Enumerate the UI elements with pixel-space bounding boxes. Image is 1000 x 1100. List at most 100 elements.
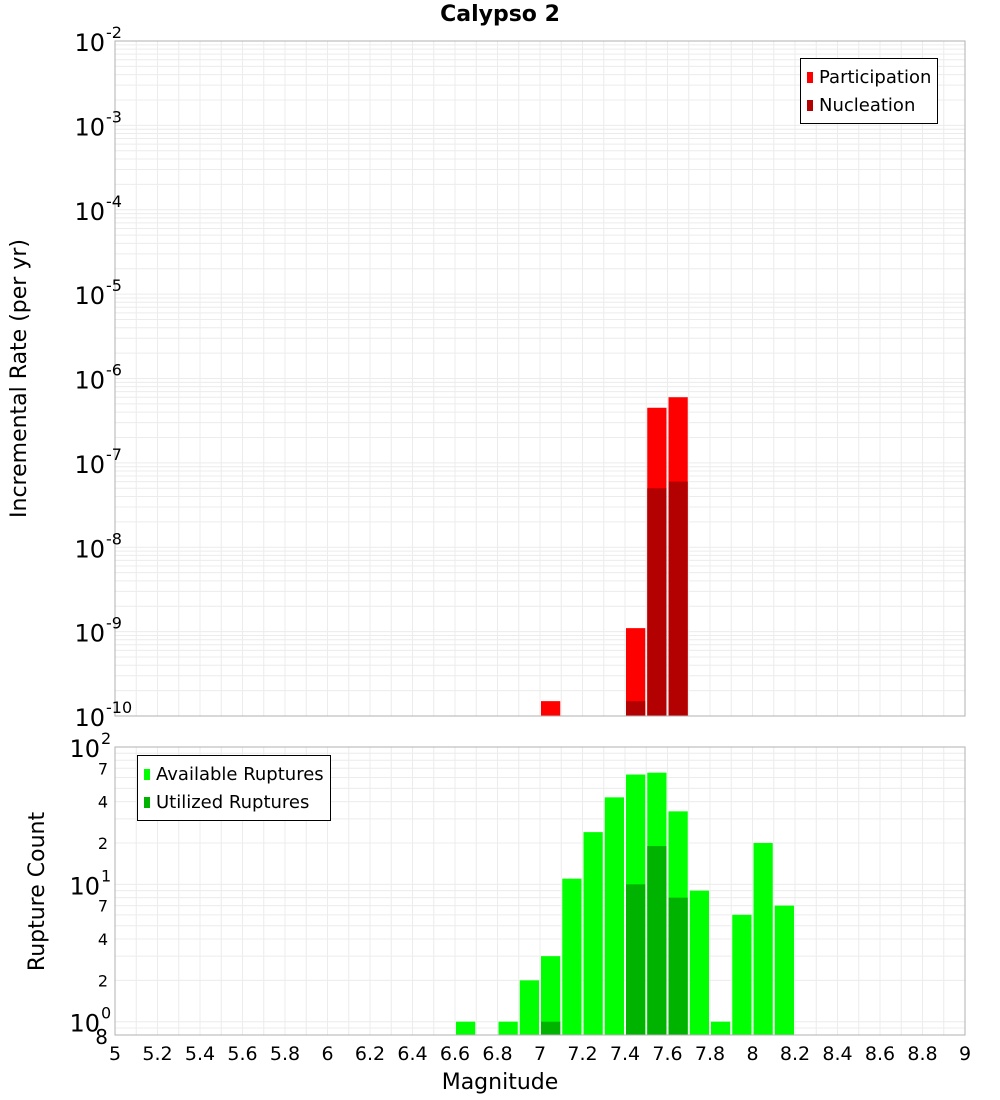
- chart-title: Calypso 2: [440, 2, 560, 27]
- legend-label-participation: Participation: [819, 66, 932, 88]
- y-minor-tick-label: 8: [95, 1025, 108, 1049]
- y-tick-label-base: 10: [74, 198, 105, 226]
- nucleation-series: [626, 481, 688, 716]
- top-y-axis-label: Incremental Rate (per yr): [6, 239, 32, 518]
- y-tick-label: 10 -5: [74, 276, 122, 310]
- y-minor-tick-label: 4: [98, 930, 108, 949]
- y-tick-label-exponent: 0: [101, 1004, 111, 1023]
- utilized-bar: [626, 884, 646, 1035]
- available-bar: [711, 1021, 731, 1035]
- nucleation-bar: [668, 481, 688, 716]
- available-bar: [498, 1021, 518, 1035]
- x-tick-label: 8.6: [865, 1043, 895, 1065]
- participation-bar: [541, 701, 561, 716]
- legend-item-nucleation: Nucleation: [807, 91, 931, 119]
- y-tick-label-exponent: -2: [106, 23, 122, 42]
- x-tick-label: 7.6: [652, 1043, 682, 1065]
- y-tick-label-exponent: -9: [106, 614, 122, 633]
- y-tick-label-exponent: 2: [101, 729, 111, 748]
- x-tick-label: 8.2: [780, 1043, 810, 1065]
- y-tick-label: 10 0: [69, 1004, 111, 1038]
- y-tick-label-exponent: -7: [106, 445, 122, 464]
- y-minor-tick-label: 2: [98, 971, 108, 990]
- available-swatch: [144, 768, 150, 780]
- y-tick-label: 10 -3: [74, 107, 122, 141]
- x-tick-label: 5.6: [227, 1043, 257, 1065]
- y-tick-label-base: 10: [74, 620, 105, 648]
- utilized-bar: [647, 846, 667, 1035]
- y-tick-label: 10 -4: [74, 192, 122, 226]
- available-bar: [541, 956, 561, 1035]
- y-tick-label: 10 1: [69, 866, 111, 900]
- y-tick-label-base: 10: [74, 367, 105, 395]
- x-tick-label: 8.4: [822, 1043, 852, 1065]
- x-tick-label: 9: [959, 1043, 971, 1065]
- x-tick-label: 6.2: [355, 1043, 385, 1065]
- y-tick-label: 10 -9: [74, 614, 122, 648]
- x-tick-label: 6.4: [397, 1043, 427, 1065]
- available-bar: [583, 832, 603, 1035]
- y-tick-label-exponent: -8: [106, 529, 122, 548]
- x-tick-label: 7.4: [610, 1043, 640, 1065]
- x-tick-label: 8: [746, 1043, 758, 1065]
- x-tick-label: 7: [534, 1043, 546, 1065]
- y-tick-label: 10 2: [69, 729, 111, 763]
- legend-item-available: Available Ruptures: [144, 760, 324, 788]
- x-tick-label: 7.8: [695, 1043, 725, 1065]
- y-tick-label: 10 -8: [74, 529, 122, 563]
- x-tick-label: 6.6: [440, 1043, 470, 1065]
- available-bar: [562, 878, 582, 1035]
- x-tick-label: 8.8: [907, 1043, 937, 1065]
- y-tick-label-base: 10: [69, 1010, 100, 1038]
- available-bar: [456, 1021, 476, 1035]
- utilized-bar: [541, 1021, 561, 1035]
- nucleation-bar: [647, 488, 667, 716]
- y-tick-label: 10 -6: [74, 361, 122, 395]
- legend-item-utilized: Utilized Ruptures: [144, 788, 324, 816]
- y-minor-tick-label: 4: [98, 793, 108, 812]
- x-tick-label: 7.2: [567, 1043, 597, 1065]
- rupture-legend: Available Ruptures Utilized Ruptures: [137, 755, 331, 821]
- x-tick-label: 5: [109, 1043, 121, 1065]
- utilized-series: [541, 846, 688, 1035]
- legend-item-participation: Participation: [807, 63, 931, 91]
- y-tick-label-exponent: -10: [106, 698, 132, 717]
- utilized-bar: [668, 897, 688, 1035]
- available-bar: [732, 914, 752, 1035]
- top-plot-frame: [114, 40, 966, 717]
- x-axis-label: Magnitude: [441, 1070, 559, 1095]
- x-tick-label: 6.8: [482, 1043, 512, 1065]
- utilized-swatch: [144, 796, 150, 808]
- legend-label-utilized: Utilized Ruptures: [156, 791, 310, 813]
- x-tick-label: 5.2: [142, 1043, 172, 1065]
- nucleation-bar: [626, 701, 646, 716]
- y-tick-label: 10 -10: [74, 698, 132, 732]
- y-tick-label-base: 10: [74, 113, 105, 141]
- y-tick-label-exponent: -6: [106, 361, 122, 380]
- rate-legend: Participation Nucleation: [800, 58, 939, 124]
- x-tick-label: 6: [321, 1043, 333, 1065]
- y-tick-label-base: 10: [74, 29, 105, 57]
- y-tick-label-exponent: -5: [106, 276, 122, 295]
- y-minor-tick-label: 2: [98, 834, 108, 853]
- y-tick-label-exponent: -4: [106, 192, 122, 211]
- bottom-y-axis-label: Rupture Count: [24, 811, 50, 971]
- participation-swatch: [807, 71, 813, 83]
- y-tick-label-exponent: -3: [106, 107, 122, 126]
- y-tick-label-base: 10: [69, 735, 100, 763]
- y-tick-label: 10 -7: [74, 445, 122, 479]
- available-bar: [753, 843, 773, 1035]
- y-tick-label: 10 -2: [74, 23, 122, 57]
- y-minor-tick-label: 7: [98, 759, 108, 778]
- y-tick-label-base: 10: [74, 282, 105, 310]
- legend-label-nucleation: Nucleation: [819, 94, 916, 116]
- available-bar: [689, 890, 709, 1035]
- participation-bar: [626, 628, 646, 716]
- available-bar: [604, 797, 624, 1035]
- y-minor-tick-label: 7: [98, 897, 108, 916]
- y-tick-label-base: 10: [74, 451, 105, 479]
- nucleation-swatch: [807, 99, 813, 111]
- y-tick-label-base: 10: [74, 704, 105, 732]
- x-tick-label: 5.8: [270, 1043, 300, 1065]
